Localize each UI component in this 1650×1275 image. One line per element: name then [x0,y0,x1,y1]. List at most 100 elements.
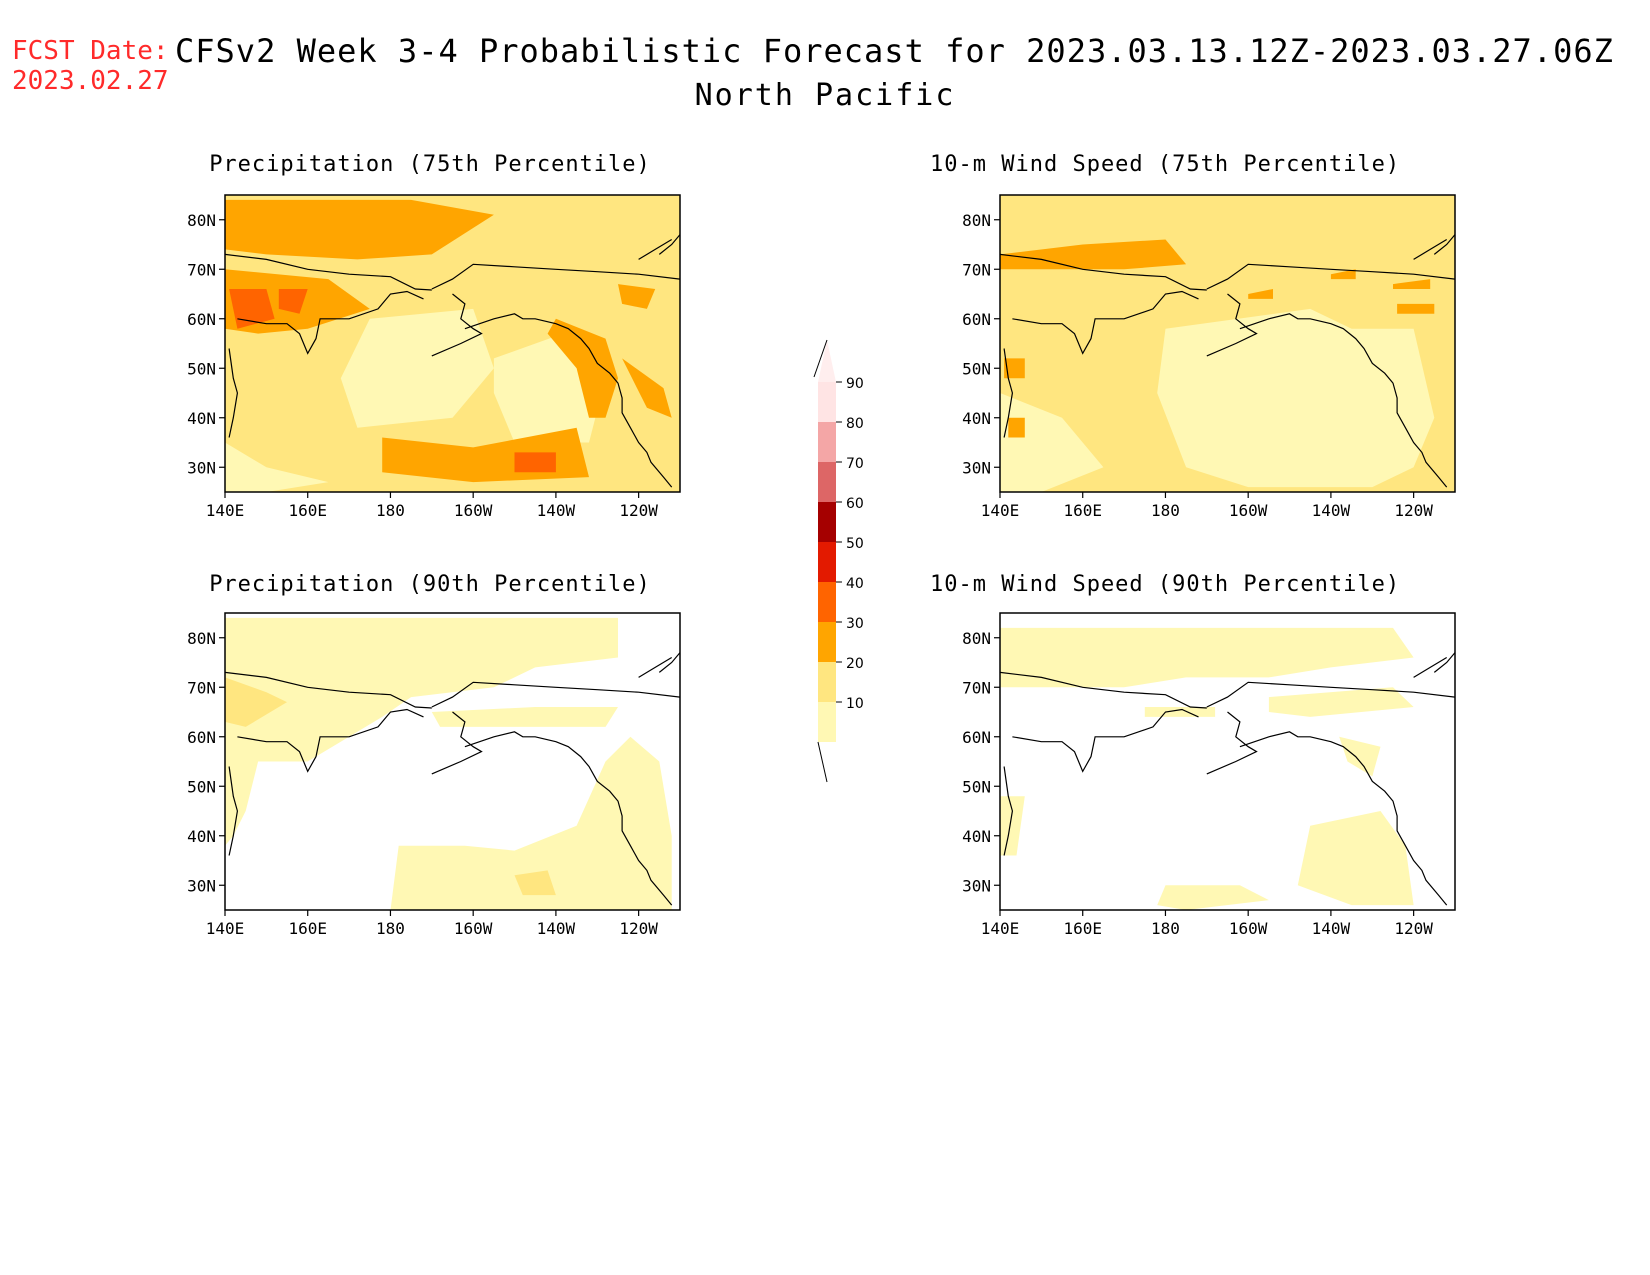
probability-contour-region [1000,796,1025,856]
probability-contour-region [618,284,656,309]
colorbar-segment [818,622,836,662]
forecast-date-value: 2023.02.27 [12,66,169,96]
probability-contour-region [431,707,618,727]
colorbar-segment [818,542,836,582]
probability-contour-region [514,870,556,896]
coastline [1413,656,1448,678]
figure-title: CFSv2 Week 3-4 Probabilistic Forecast fo… [175,32,1614,70]
lat-tick-label: 70N [962,260,991,279]
lat-tick-label: 30N [187,876,216,895]
coastline [1433,234,1455,255]
colorbar: 10 20 30 40 50 60 70 80 90 [813,339,864,783]
coastline [431,263,680,290]
lat-tick-label: 40N [962,827,991,846]
colorbar-level-label: 30 [846,616,864,632]
coastline [237,290,424,355]
probability-contour-region [278,289,308,314]
colorbar-lower-edge [817,741,828,783]
lon-tick-label: 160E [288,501,327,520]
colorbar-upper-arrow [818,340,836,382]
wind-75-map: 80N 70N 60N 50N 40N 30N 140E 160E 180 160W 140W 120… [962,194,1456,520]
lon-tick-label: 180 [376,919,405,938]
lon-tick-label: 160E [288,919,327,938]
lat-tick-label: 70N [187,260,216,279]
lon-tick-label: 140E [206,919,245,938]
coastline [225,671,432,709]
lon-tick-label: 140E [981,919,1020,938]
contour-fill-layer [1000,613,1455,910]
lat-tick-label: 80N [187,211,216,230]
lat-tick-label: 80N [962,629,991,648]
lon-tick-label: 140W [537,919,576,938]
probability-contour-region [1397,303,1435,314]
coastline [1012,290,1199,355]
lon-tick-label: 140E [981,501,1020,520]
probability-contour-region [225,617,618,846]
lon-tick-label: 160E [1063,501,1102,520]
colorbar-level-label: 60 [846,496,864,512]
precip-75-map: 80N 70N 60N 50N 40N 30N 140E 160E 180 160W 140W 120… [187,194,681,520]
lat-tick-label: 30N [187,458,216,477]
lon-tick-label: 160W [454,919,493,938]
map-frame [224,194,681,493]
probability-contour-region [1144,707,1216,717]
coastline [1003,348,1014,438]
lon-tick-label: 160E [1063,919,1102,938]
lon-tick-label: 120W [619,501,658,520]
contour-fill-layer [225,613,680,910]
lat-tick-label: 50N [187,777,216,796]
lon-tick-label: 160W [1229,919,1268,938]
colorbar-level-label: 10 [846,696,864,712]
region-subtitle: North Pacific [694,78,956,113]
map-frame [999,194,1456,493]
lat-tick-label: 50N [187,359,216,378]
coastline [464,313,673,488]
colorbar-level-label: 70 [846,456,864,472]
coastline [658,234,680,255]
probability-contour-region [1008,417,1025,438]
colorbar-level-label: 20 [846,656,864,672]
lon-tick-label: 180 [1151,919,1180,938]
coastline [431,711,483,775]
coastline [1239,731,1448,906]
coastline [1206,293,1258,357]
coastline [228,348,239,438]
lat-tick-label: 80N [962,211,991,230]
probability-contour-region [547,318,618,418]
probability-contour-region [225,199,494,260]
coastline [1000,671,1207,709]
colorbar-level-label: 90 [846,376,864,392]
probability-contour-region [622,358,672,418]
lon-tick-label: 160W [1229,501,1268,520]
coastline [1433,652,1455,673]
colorbar-segment [818,582,836,622]
probability-contour-region [225,677,287,727]
probability-contour-region [1330,269,1356,280]
lon-tick-label: 160W [454,501,493,520]
lat-tick-label: 40N [962,409,991,428]
coastline [1413,238,1448,260]
lon-tick-label: 140W [537,501,576,520]
lon-tick-label: 120W [619,919,658,938]
probability-contour-region [1393,279,1431,289]
probability-contour-region [225,442,329,492]
lat-tick-label: 60N [962,310,991,329]
coastline [431,681,680,708]
colorbar-segment [818,702,836,742]
lon-tick-label: 180 [376,501,405,520]
coastline [1239,313,1448,488]
map-frame [999,612,1456,911]
forecast-date-block: FCST Date: 2023.02.27 [12,36,169,96]
probability-contour-region [340,308,494,428]
probability-contour-region [1339,736,1381,777]
lat-tick-label: 30N [962,876,991,895]
coastline [638,238,673,260]
lon-tick-label: 140W [1312,501,1351,520]
coastline [1000,253,1207,291]
coastline [464,731,673,906]
coastline [1206,263,1455,290]
colorbar-level-label: 80 [846,416,864,432]
probability-contour-region [1157,885,1269,910]
colorbar-segment [818,502,836,542]
probability-contour-region [1157,308,1435,488]
